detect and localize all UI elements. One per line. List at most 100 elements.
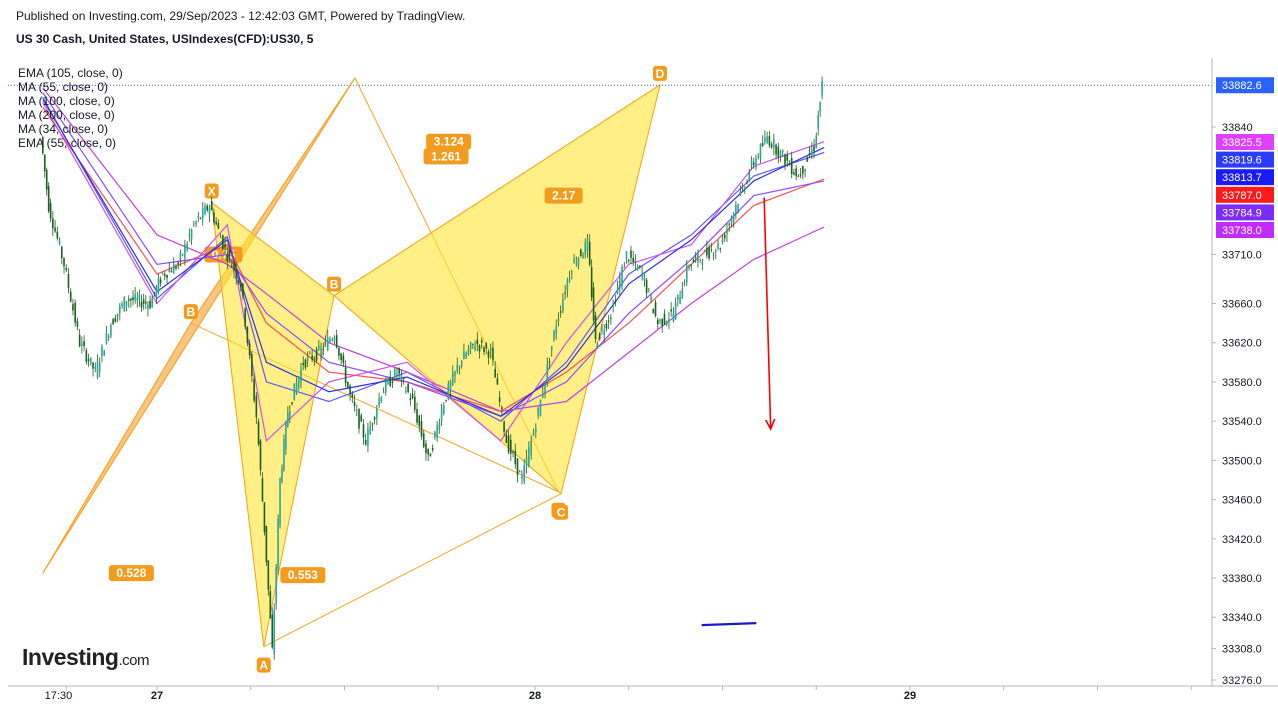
candle [703,249,706,252]
candle [650,293,652,303]
candle [507,430,510,455]
ma-line [42,102,825,442]
candle [360,413,363,422]
candle [362,419,365,445]
candle [777,142,780,164]
candle [313,355,316,366]
x-tick-label: 17:30 [45,690,73,702]
support-line[interactable] [701,622,757,627]
candle [175,263,177,271]
candle [759,143,762,164]
ratio-label: 1.261 [423,148,469,165]
price-tags: 33882.6 33825.5 33819.6 33813.7 33787.0 33784… [1216,77,1274,238]
candle [732,211,735,228]
candle [487,349,490,365]
svg-text:D: D [656,67,665,81]
candle [492,341,494,366]
candle [596,342,599,349]
candle [114,314,117,323]
candle [501,405,503,417]
candle [149,295,151,310]
candle [575,256,578,267]
candle [190,228,193,245]
candle [494,361,496,378]
ma-line [42,99,825,417]
candle [472,343,474,349]
y-tick-label: 33620.0 [1222,338,1262,350]
y-tick-label: 33380.0 [1222,573,1262,585]
candle [261,472,264,502]
candle [340,352,342,365]
candle [253,372,255,403]
down-arrow[interactable] [763,197,776,431]
svg-text:33738.0: 33738.0 [1222,225,1262,237]
candle [204,202,206,216]
candle [125,301,128,312]
candle [480,337,483,349]
candle [193,220,195,227]
candle [309,350,311,355]
legend-item-ema-105[interactable]: EMA (105, close, 0) [18,66,123,80]
candle [659,318,661,325]
candle [201,202,204,226]
candle [65,264,68,273]
candle [512,449,514,458]
candle [737,203,739,214]
svg-text:B: B [187,305,196,319]
candle [528,441,530,468]
candle [564,284,566,300]
svg-text:C: C [557,506,566,520]
candle [418,414,421,433]
candle [90,357,92,366]
price-tag: 33738.0 [1216,222,1274,238]
candle [335,329,338,349]
candle [166,274,168,284]
candle [376,404,378,426]
candle [460,360,463,369]
candle [813,138,815,159]
candle [503,420,505,436]
candle [246,326,249,347]
candle [67,268,70,294]
candle [279,477,281,529]
candle [516,458,519,483]
candle [643,274,646,287]
candle [69,288,72,303]
candle [454,370,456,384]
candle [431,444,434,453]
legend-item-ma-34[interactable]: MA (34, close, 0) [18,122,109,136]
candle [584,238,587,259]
candle [623,261,626,269]
candle [663,309,666,326]
candle [681,281,684,299]
candle [195,220,197,228]
candle [393,367,396,381]
candle [542,386,544,399]
candle [269,585,272,619]
candle [170,268,173,273]
svg-text:33813.7: 33813.7 [1222,172,1262,184]
candle [797,174,800,177]
candle [463,343,465,360]
candle [164,271,166,281]
x-tick-label: 28 [529,690,541,702]
legend-item-ema-55[interactable]: EMA (55, close, 0) [18,136,117,150]
pattern-ratio-line [333,84,661,297]
legend-item-ma-200[interactable]: MA (200, close, 0) [18,108,115,122]
legend-item-ma-55[interactable]: MA (55, close, 0) [18,80,109,94]
candle [817,110,820,136]
y-tick-label: 33840 [1222,122,1253,134]
candle [302,356,305,371]
candle [324,335,327,347]
candle [672,307,675,323]
pattern-point-b: B [183,304,198,320]
candle [331,337,334,342]
candle [351,390,354,403]
legend-item-ma-100[interactable]: MA (100, close, 0) [18,94,115,108]
candle [300,362,302,389]
candle [283,434,285,472]
investing-logo: Investing.com [22,644,149,671]
candle [668,311,670,330]
